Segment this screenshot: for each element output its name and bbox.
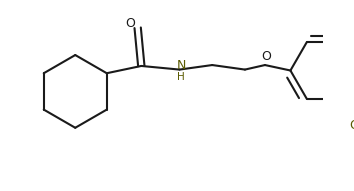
Text: O: O <box>261 50 271 63</box>
Text: N: N <box>177 59 186 72</box>
Text: H: H <box>177 72 185 82</box>
Text: O: O <box>349 119 354 132</box>
Text: O: O <box>125 17 135 30</box>
